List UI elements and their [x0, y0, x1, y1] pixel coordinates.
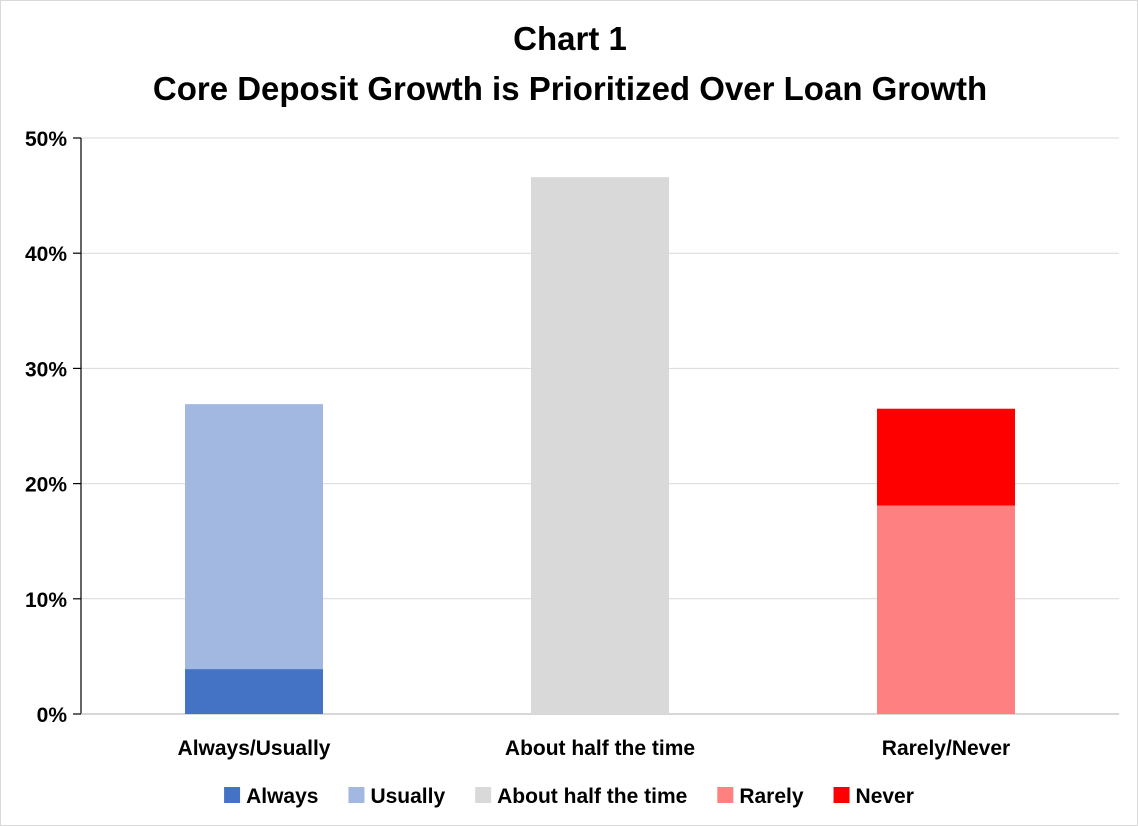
y-tick-label: 40% — [25, 243, 67, 266]
legend-swatch — [717, 787, 734, 803]
bar-never — [877, 408, 1015, 506]
chart-title: Chart 1 — [513, 20, 627, 57]
legend-swatch — [475, 787, 492, 803]
x-category-label: Always/Usually — [178, 737, 331, 760]
x-category-label: About half the time — [505, 737, 695, 760]
legend-label: About half the time — [497, 785, 687, 808]
legend-label: Never — [856, 785, 914, 808]
y-tick-label: 30% — [25, 358, 67, 381]
y-tick-label: 20% — [25, 474, 67, 497]
chart-subtitle: Core Deposit Growth is Prioritized Over … — [152, 70, 988, 107]
legend-label: Usually — [370, 785, 445, 808]
y-tick-label: 0% — [37, 704, 68, 727]
bar-about-half-the-time — [531, 177, 669, 715]
bar-always — [185, 669, 323, 714]
legend-label: Rarely — [739, 785, 804, 808]
legend-label: Always — [246, 785, 318, 808]
x-category-label: Rarely/Never — [882, 737, 1010, 760]
bar-rarely — [877, 505, 1015, 714]
legend-swatch — [224, 787, 241, 803]
bar-usually — [185, 404, 323, 670]
y-tick-label: 10% — [25, 589, 67, 612]
y-tick-label: 50% — [25, 128, 67, 151]
legend-swatch — [348, 787, 365, 803]
legend-swatch — [833, 787, 850, 803]
